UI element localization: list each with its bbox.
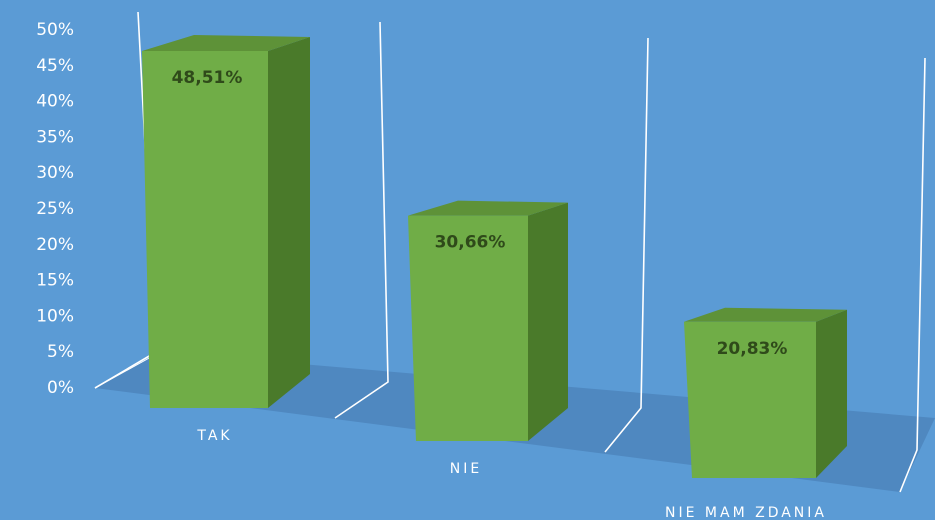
wall-line-3 (604, 37, 649, 453)
y-tick-label: 0% (47, 378, 74, 398)
y-tick-label: 50% (36, 20, 74, 40)
y-tick-label: 30% (36, 163, 74, 183)
bar-top-face (684, 307, 847, 322)
bar-3: 20,83% (684, 307, 847, 478)
wall-line-4 (899, 57, 926, 493)
y-tick-label: 5% (47, 342, 74, 362)
category-label: NIE (450, 461, 482, 477)
bar-1: 48,51% (142, 34, 310, 408)
y-tick-label: 15% (36, 271, 74, 291)
data-label: 48,51% (172, 68, 243, 88)
y-tick-label: 40% (36, 92, 74, 112)
bar-side-face (528, 202, 568, 441)
bar-2: 30,66% (408, 200, 568, 441)
bars: 48,51% 30,66% 20,83% (142, 34, 847, 478)
wall-line-2 (334, 21, 389, 419)
y-tick-label: 10% (36, 306, 74, 326)
bar-side-face (268, 36, 310, 408)
y-tick-label: 45% (36, 56, 74, 76)
data-label: 30,66% (435, 233, 506, 253)
category-label: NIE MAM ZDANIA (665, 505, 827, 520)
bar-top-face (408, 200, 568, 216)
data-label: 20,83% (717, 339, 788, 359)
category-label: TAK (196, 428, 232, 444)
bar-front-face (142, 50, 268, 408)
y-axis-ticks: 0% 5% 10% 15% 20% 25% 30% 35% 40% 45% 50% (36, 20, 74, 398)
y-tick-label: 20% (36, 235, 74, 255)
bar-top-face (142, 34, 310, 51)
y-tick-label: 25% (36, 199, 74, 219)
bar-side-face (816, 309, 847, 478)
bar-front-face (408, 215, 528, 441)
category-labels: TAK NIE NIE MAM ZDANIA (196, 428, 827, 520)
y-tick-label: 35% (36, 127, 74, 147)
bar-front-face (684, 321, 816, 478)
